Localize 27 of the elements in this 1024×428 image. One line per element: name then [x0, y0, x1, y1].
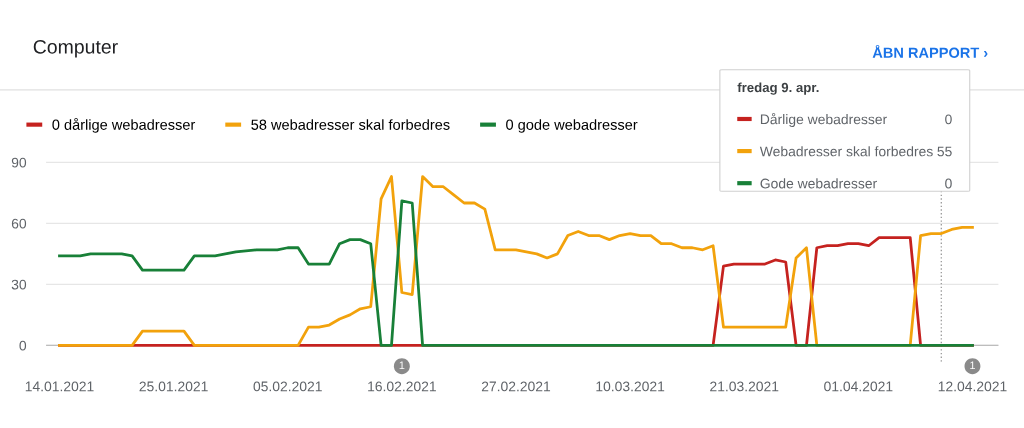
- x-tick-label: 12.04.2021: [938, 381, 1007, 392]
- text: ÅBN RAPPORT ›: [872, 44, 988, 58]
- annotation: 0: [945, 178, 952, 189]
- annotation: 1: [970, 361, 976, 370]
- legend-label: 58 webadresser skal forbedres: [251, 119, 450, 130]
- annotation: 1: [399, 361, 405, 370]
- text: 0: [945, 114, 952, 125]
- x-tick-label: 10.03.2021: [596, 381, 665, 392]
- chart-title: Computer: [33, 39, 118, 58]
- x-tick-label: 05.02.2021: [253, 381, 322, 392]
- legend-label: 0 gode webadresser: [506, 119, 638, 133]
- x-tick-label: 27.02.2021: [481, 381, 551, 392]
- y-tick-label: 90: [11, 157, 27, 168]
- x-tick-label: 25.01.2021: [139, 381, 208, 392]
- text: Dårlige webadresser: [760, 112, 887, 127]
- y-tick-label: 60: [11, 218, 27, 229]
- annotation: Webadresser skal forbedres: [759, 146, 933, 157]
- x-tick-label: 01.04.2021: [824, 381, 893, 392]
- y-tick-label: 0: [19, 340, 27, 351]
- y-tick-label: 30: [11, 279, 27, 290]
- text: fredag 9. apr.: [737, 82, 819, 95]
- annotation: Gode webadresser: [760, 178, 877, 189]
- x-tick-label: 14.01.2021: [25, 381, 94, 392]
- x-tick-label: 21.03.2021: [710, 381, 779, 392]
- annotation: 55: [937, 146, 952, 157]
- legend-label: 0 dårlige webadresser: [52, 117, 196, 133]
- x-tick-label: 16.02.2021: [368, 381, 436, 392]
